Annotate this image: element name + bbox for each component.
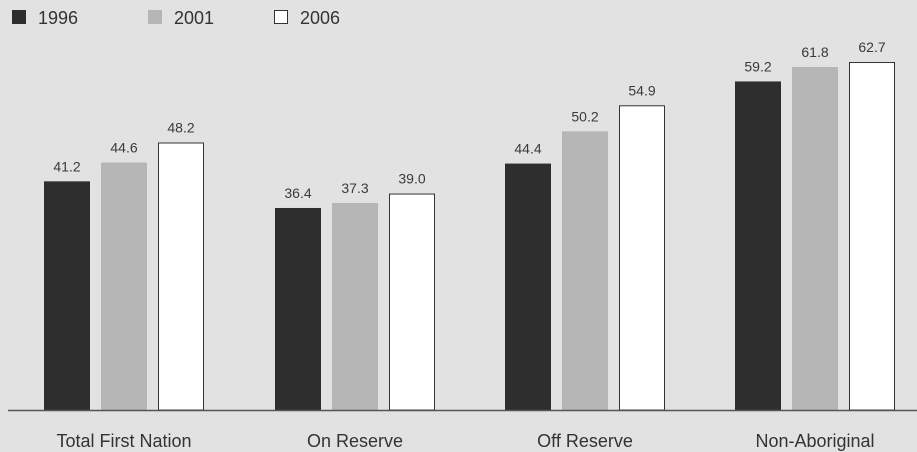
value-label-2006-2: 54.9 xyxy=(628,82,655,98)
value-label-2001-2: 50.2 xyxy=(571,108,598,124)
category-label-2: Off Reserve xyxy=(537,431,633,451)
category-label-0: Total First Nation xyxy=(56,431,191,451)
value-label-2001-0: 44.6 xyxy=(110,139,137,155)
value-label-2001-1: 37.3 xyxy=(341,180,368,196)
bar-1996-1 xyxy=(275,207,321,411)
legend-swatch-2006 xyxy=(274,10,288,24)
legend-label-1996: 1996 xyxy=(38,8,78,28)
value-label-2006-0: 48.2 xyxy=(167,119,194,135)
legend: 1996 2001 2006 xyxy=(12,8,340,28)
bars xyxy=(44,62,895,411)
bar-1996-3 xyxy=(735,81,781,411)
legend-label-2001: 2001 xyxy=(174,8,214,28)
value-labels: 41.2 44.6 48.2 36.4 37.3 39.0 44.4 50.2 54.9 59.2… xyxy=(53,39,885,201)
value-label-1996-2: 44.4 xyxy=(514,141,541,157)
value-label-1996-0: 41.2 xyxy=(53,158,80,174)
value-label-2006-1: 39.0 xyxy=(398,171,425,187)
value-label-1996-3: 59.2 xyxy=(744,58,771,74)
category-label-3: Non-Aboriginal xyxy=(755,431,874,451)
category-label-1: On Reserve xyxy=(307,431,403,451)
value-label-2006-3: 62.7 xyxy=(858,39,885,55)
bar-1996-2 xyxy=(505,163,551,411)
bar-1996-0 xyxy=(44,181,90,411)
value-label-2001-3: 61.8 xyxy=(801,44,828,60)
bar-2001-2 xyxy=(562,131,608,411)
value-label-1996-1: 36.4 xyxy=(284,185,311,201)
category-labels: Total First Nation On Reserve Off Reserve N… xyxy=(56,431,874,451)
bar-2006-1 xyxy=(389,193,435,411)
bar-2006-3 xyxy=(849,62,895,411)
bar-2001-1 xyxy=(332,202,378,411)
legend-swatch-1996 xyxy=(12,10,26,24)
bar-2001-0 xyxy=(101,162,147,411)
bar-2006-0 xyxy=(158,142,204,411)
bar-2001-3 xyxy=(792,67,838,411)
legend-swatch-2001 xyxy=(148,10,162,24)
legend-label-2006: 2006 xyxy=(300,8,340,28)
bar-2006-2 xyxy=(619,105,665,411)
